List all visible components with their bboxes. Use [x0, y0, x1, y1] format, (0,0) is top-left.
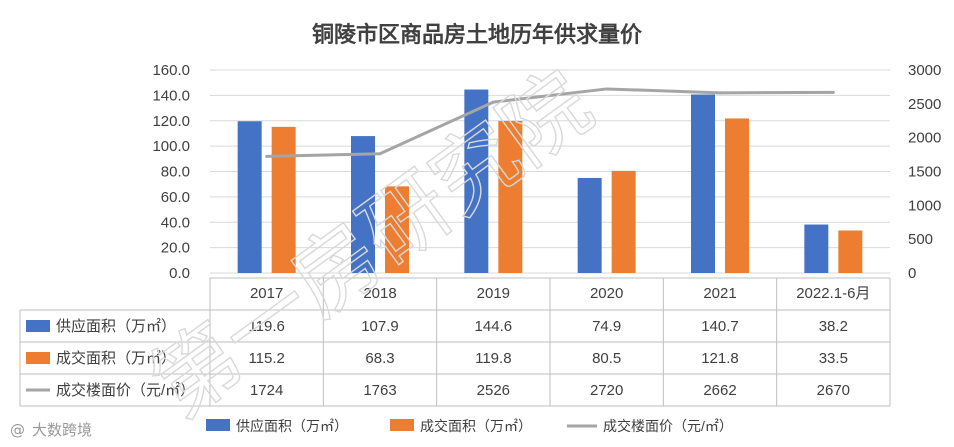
table-cell: 140.7 [701, 318, 739, 335]
bar-series [237, 89, 863, 273]
bar-supply [804, 224, 829, 273]
y-right-tick: 3000 [908, 62, 941, 79]
brand-logo-icon: @ [10, 421, 25, 439]
y-right-tick: 1500 [908, 164, 941, 181]
table-key-swatch [26, 320, 50, 332]
bar-deal [611, 170, 636, 273]
bar-deal [271, 126, 296, 273]
bar-supply [237, 121, 262, 273]
watermark-text: 第一房研究院 [134, 53, 610, 437]
y-left-tick: 140.0 [152, 87, 190, 104]
price-point [265, 154, 269, 158]
y-right-tick: 2000 [908, 130, 941, 147]
bar-deal [838, 230, 863, 273]
table-cell: 107.9 [361, 318, 399, 335]
table-cell: 144.6 [475, 318, 513, 335]
bar-supply [577, 177, 602, 273]
y-left-tick: 20.0 [161, 240, 190, 257]
table-cell: 74.9 [592, 318, 621, 335]
table-cell: 68.3 [365, 350, 394, 367]
gridlines [210, 69, 890, 274]
legend: 供应面积（万㎡） 成交面积（万㎡） 成交楼面价（元/㎡） [206, 418, 733, 434]
brand-name: 大数跨境 [32, 421, 92, 439]
table-cell: 2662 [703, 382, 736, 399]
legend-swatch [206, 419, 230, 431]
y-right-tick: 500 [908, 231, 933, 248]
category-label: 2021 [703, 285, 736, 302]
price-point [831, 90, 835, 94]
category-label: 2017 [250, 285, 283, 302]
table-cell: 2670 [817, 382, 850, 399]
price-point [605, 87, 609, 91]
legend-swatch [390, 419, 414, 431]
table-cell: 1763 [363, 382, 396, 399]
legend-label: 成交面积（万㎡） [420, 418, 532, 434]
table-key-swatch [26, 352, 50, 364]
y-left-tick: 100.0 [152, 138, 190, 155]
table-cell: 119.8 [475, 350, 511, 367]
table-cell: 38.2 [819, 318, 848, 335]
y-left-tick: 120.0 [152, 113, 190, 130]
y-left-tick: 160.0 [152, 62, 190, 79]
axes: 0.0 20.0 40.0 60.0 80.0 100.0 120.0 140.0 160.0 0… [152, 62, 941, 282]
price-point [491, 100, 495, 104]
category-label: 2018 [363, 285, 396, 302]
table-cell: 119.6 [248, 318, 284, 335]
y-left-tick: 80.0 [161, 164, 190, 181]
y-left-tick: 0.0 [169, 265, 190, 282]
table-row-label: 供应面积（万㎡） [56, 317, 176, 335]
y-right-tick: 1000 [908, 197, 941, 214]
bar-supply [691, 94, 715, 273]
line-series [265, 87, 835, 158]
table-cell: 1724 [250, 382, 283, 399]
bar-supply [351, 136, 375, 273]
y-left-tick: 60.0 [161, 189, 190, 206]
table-cell: 115.2 [248, 350, 284, 367]
table-cell: 121.8 [701, 350, 739, 367]
bar-deal [725, 118, 749, 273]
table-cell: 2720 [590, 382, 623, 399]
y-left-tick: 40.0 [161, 214, 190, 231]
price-line [266, 87, 834, 158]
legend-label: 成交楼面价（元/㎡） [603, 418, 733, 434]
category-label: 2022.1-6月 [796, 285, 870, 302]
table-row-label: 成交面积（万㎡） [56, 349, 176, 367]
chart-title: 铜陵市区商品房土地历年供求量价 [312, 22, 643, 48]
bar-deal [385, 186, 409, 273]
y-right-tick: 0 [908, 265, 916, 282]
bar-supply [464, 89, 489, 273]
y-right-tick: 2500 [908, 96, 941, 113]
price-point [378, 152, 382, 156]
brand-watermark: @ 大数跨境 [10, 421, 92, 439]
table-cell: 33.5 [819, 350, 848, 367]
price-point [718, 91, 722, 95]
bar-deal [498, 121, 523, 273]
table-row-label: 成交楼面价（元/㎡） [56, 381, 195, 399]
legend-label: 供应面积（万㎡） [236, 418, 348, 434]
table-cell: 80.5 [592, 350, 621, 367]
table-cell: 2526 [477, 382, 510, 399]
category-label: 2020 [590, 285, 623, 302]
category-label: 2019 [477, 285, 510, 302]
